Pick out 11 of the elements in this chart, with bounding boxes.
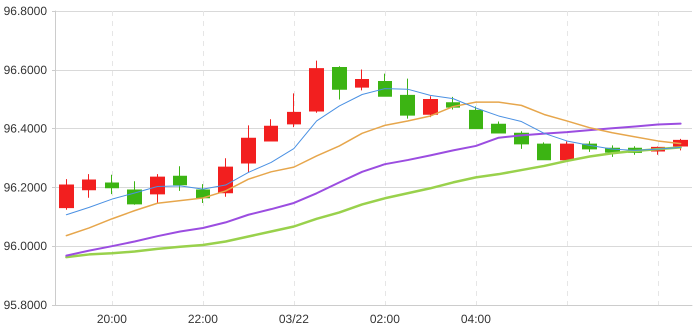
x-tick-label: 03/22	[278, 312, 310, 326]
x-tick-label: 02:00	[370, 312, 400, 326]
y-tick-label: 96.8000	[4, 4, 48, 18]
y-tick-label: 96.0000	[4, 239, 48, 254]
y-tick-label: 96.2000	[4, 180, 48, 194]
x-tick-label: 22:00	[188, 312, 218, 326]
x-tick-label: 20:00	[96, 312, 128, 326]
y-tick-label: 96.6000	[4, 62, 48, 77]
y-tick-label: 95.8000	[4, 298, 48, 312]
y-tick-label: 96.4000	[4, 122, 48, 136]
x-tick-label: 04:00	[460, 312, 492, 326]
